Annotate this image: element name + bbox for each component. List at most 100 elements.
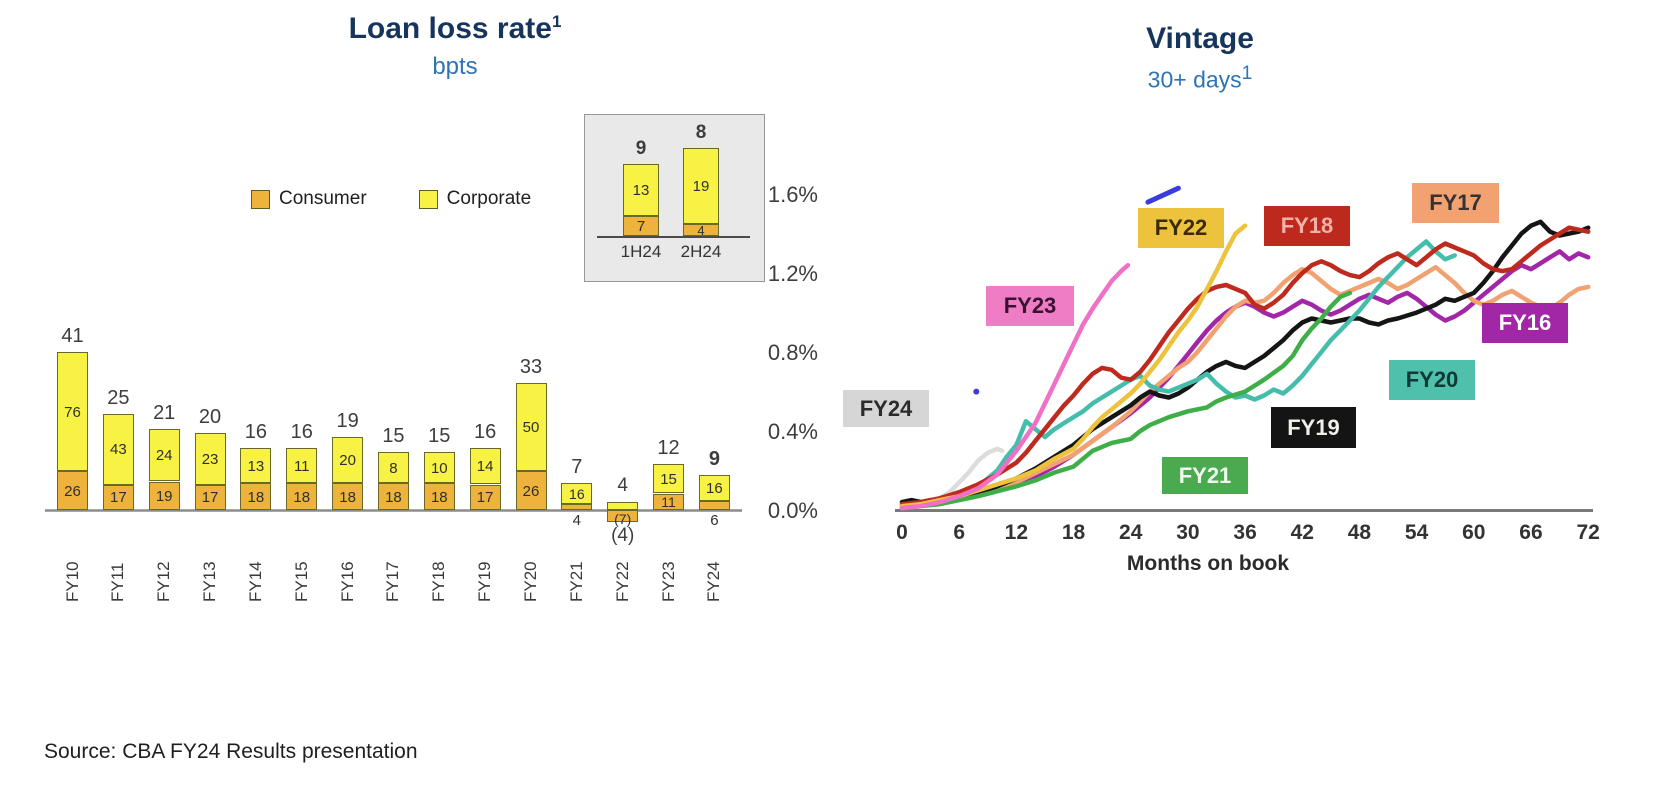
bar-fy14-corporate-segment: [240, 448, 272, 483]
bar-fy18-corporate-segment: [423, 452, 455, 483]
bar-fy13-total-label: 20: [198, 406, 222, 428]
vintage-label-fy24: FY24: [843, 390, 929, 427]
bar-fy17-total-label: 15: [382, 425, 405, 448]
inset-x-tick-1h24: 1H24: [620, 242, 662, 261]
inset-bar-2h24-corporate-segment: [683, 148, 719, 225]
bar-fy12-total-label: 21: [153, 402, 176, 425]
vintage-label-fy16: FY16: [1482, 303, 1568, 343]
vintage-x-tick-66: 66: [1519, 521, 1543, 544]
bar-fy16-total-label: 19: [336, 409, 359, 432]
inset-bar-2h24-consumer-segment: [683, 224, 719, 236]
inset-bar-2h24-total-label: 8: [695, 122, 707, 144]
legend-label-corporate: Corporate: [446, 188, 532, 209]
bar-fy11-corporate-label: 43: [110, 441, 127, 459]
bar-fy20-total-label: 33: [519, 355, 543, 378]
vintage-label-fy22: FY22: [1138, 208, 1224, 248]
bar-fy10-consumer-segment: [57, 471, 88, 510]
bar-fy23-total-label: 12: [657, 436, 680, 459]
inset-x-tick-2h24: 2H24: [680, 242, 722, 261]
bar-fy24-consumer-label: 6: [710, 512, 719, 529]
bar-fy19-corporate-segment: [469, 448, 501, 485]
vintage-title: Vintage: [1146, 22, 1254, 55]
vintage-y-tick-0.4: 0.4%: [767, 419, 818, 445]
bar-fy15-corporate-segment: [286, 448, 318, 483]
bar-fy12-corporate-label: 24: [155, 447, 173, 465]
bar-fy11-corporate-segment: [102, 413, 134, 485]
legend-item-corporate: Corporate: [418, 188, 532, 210]
bar-fy16-corporate-segment: [332, 436, 364, 483]
bar-fy14-consumer-segment: [240, 483, 272, 510]
bar-fy17-consumer-label: 18: [385, 488, 402, 506]
vintage-x-tick-42: 42: [1290, 521, 1314, 544]
bar-fy10-corporate-segment: [57, 352, 88, 471]
bar-fy24-corporate-label: 16: [706, 480, 723, 498]
vintage-x-tick-60: 60: [1462, 521, 1486, 544]
vintage-x-tick-12: 12: [1004, 521, 1029, 544]
loan-loss-legend: Consumer Corporate: [251, 188, 531, 210]
inset-bar-1h24-consumer-segment: [623, 215, 659, 236]
bar-fy20-consumer-segment: [515, 471, 547, 510]
bar-fy17-corporate-segment: [377, 452, 409, 483]
bar-fy15-total-label: 16: [290, 421, 313, 444]
vintage-label-fy17: FY17: [1412, 183, 1499, 223]
inset-bar-1h24-corporate-label: 13: [632, 181, 650, 199]
vintage-y-tick-1.6: 1.6%: [767, 182, 818, 208]
bar-fy13-corporate-label: 23: [201, 450, 219, 468]
bar-fy14-consumer-label: 18: [247, 488, 265, 506]
bar-fy10-consumer-label: 26: [64, 482, 81, 500]
bar-fy22-consumer-segment: [607, 510, 639, 522]
bar-fy10-total-label: 41: [61, 325, 84, 348]
bar-fy19-corporate-label: 14: [476, 458, 494, 476]
bar-fy16-consumer-label: 18: [339, 488, 356, 506]
vintage-x-tick-30: 30: [1176, 521, 1200, 544]
inset-bar-1h24-consumer-label: 7: [636, 218, 646, 236]
bar-fy18-total-label: 15: [428, 425, 451, 448]
inset-bar-1h24-corporate-segment: [623, 163, 659, 216]
bar-fy23-consumer-segment: [653, 493, 685, 510]
bar-fy18-consumer-segment: [423, 483, 455, 510]
bar-fy20-corporate-label: 50: [522, 418, 540, 436]
bar-fy23-consumer-label: 11: [661, 493, 676, 510]
bar-fy19-total-label: 16: [474, 421, 497, 444]
vintage-x-tick-24: 24: [1119, 521, 1143, 544]
bar-fy21-consumer-segment: [561, 504, 593, 510]
bar-fy10-corporate-label: 76: [64, 403, 81, 421]
inset-axis-line: [597, 236, 750, 238]
bar-fy14-corporate-label: 13: [247, 457, 265, 475]
bar-fy16-consumer-segment: [332, 483, 364, 510]
vintage-label-fy18: FY18: [1264, 206, 1350, 246]
bar-fy12-consumer-segment: [148, 481, 180, 510]
bar-fy12-corporate-segment: [148, 429, 180, 482]
bar-fy17-consumer-segment: [377, 483, 409, 510]
bar-fy21-corporate-label: 16: [569, 485, 585, 502]
vintage-subtitle: 30+ days1: [900, 63, 1500, 94]
bar-fy11-total-label: 25: [107, 386, 130, 409]
inset-bar-1h24-total-label: 9: [635, 137, 647, 159]
bar-fy23-corporate-label: 15: [660, 470, 677, 488]
bar-fy21-total-label: 7: [571, 456, 583, 479]
bar-fy13-consumer-segment: [194, 484, 226, 510]
source-note: Source: CBA FY24 Results presentation: [44, 740, 418, 763]
vintage-y-tick-0.0: 0.0%: [767, 498, 818, 523]
vintage-x-tick-36: 36: [1233, 521, 1257, 544]
bar-fy20-corporate-segment: [515, 382, 547, 471]
bar-fy15-consumer-label: 18: [293, 488, 311, 506]
bar-fy19-consumer-segment: [469, 484, 501, 510]
consumer-swatch-icon: [251, 189, 270, 209]
vintage-x-tick-48: 48: [1347, 521, 1372, 544]
corporate-swatch-icon: [418, 189, 438, 209]
bar-fy15-corporate-label: 11: [293, 457, 310, 475]
vintage-title-block: Vintage 30+ days1: [900, 22, 1500, 94]
vintage-y-tick-1.2: 1.2%: [767, 261, 818, 287]
bar-fy14-total-label: 16: [244, 421, 268, 444]
bar-fy24-consumer-segment: [698, 501, 730, 510]
bar-fy18-corporate-label: 10: [430, 459, 448, 477]
bar-fy15-consumer-segment: [286, 483, 318, 510]
loan-loss-subtitle: bpts: [432, 53, 478, 80]
vintage-subtitle-footnote: 1: [1241, 63, 1253, 84]
vintage-x-tick-6: 6: [953, 521, 966, 544]
bar-fy22-total-label: (4): [611, 524, 635, 546]
